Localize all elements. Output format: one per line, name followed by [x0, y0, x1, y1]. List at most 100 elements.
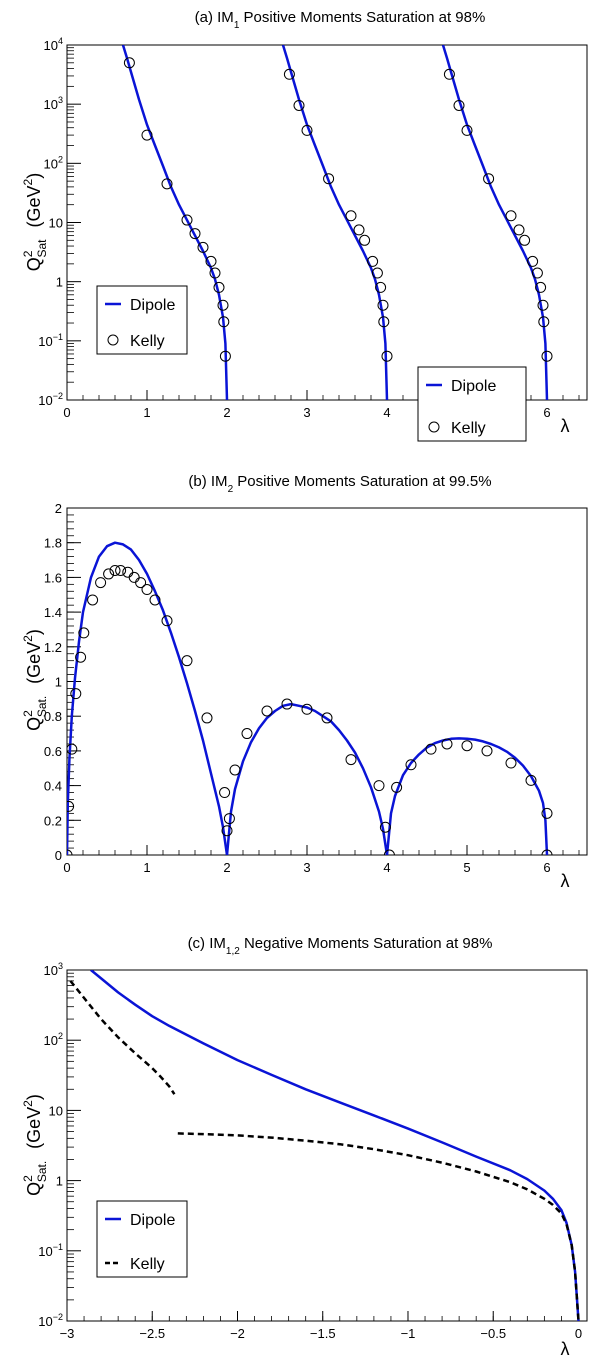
series-dipole-line	[281, 45, 389, 400]
series-kelly-point	[141, 129, 153, 141]
x-tick-label: −0.5	[480, 1326, 506, 1341]
series-kelly-point	[103, 568, 115, 580]
x-tick-label: −2.5	[139, 1326, 165, 1341]
series-kelly-point	[527, 255, 539, 267]
series-kelly-point	[241, 728, 253, 740]
legend-box	[96, 1200, 188, 1278]
panel-a: (a) IM1 Positive Moments Saturation at 9…	[21, 9, 588, 436]
series-kelly-point	[221, 825, 233, 837]
x-tick-label: 6	[543, 405, 550, 420]
chart-title: (c) IM1,2 Negative Moments Saturation at…	[188, 935, 493, 957]
panel-c: (c) IM1,2 Negative Moments Saturation at…	[21, 935, 588, 1359]
series-kelly-point	[377, 299, 389, 311]
series-kelly-point	[95, 577, 107, 589]
series-kelly-point	[425, 743, 437, 755]
series-kelly-point	[461, 740, 473, 752]
series-kelly-point	[301, 124, 313, 136]
legend-label: Dipole	[130, 1212, 175, 1229]
plot-area	[67, 541, 553, 855]
series-kelly-point	[78, 627, 90, 639]
series-dipole-line	[90, 970, 580, 1321]
legend-label: Kelly	[451, 420, 486, 437]
series-kelly-point	[181, 655, 193, 667]
series-kelly-point	[481, 745, 493, 757]
series-kelly-point	[541, 350, 553, 362]
series-kelly-point	[122, 566, 134, 578]
series-kelly-point	[219, 787, 231, 799]
panel-b: (b) IM2 Positive Moments Saturation at 9…	[21, 366, 588, 891]
x-tick-label: 3	[303, 860, 310, 875]
y-tick-label: 0.8	[44, 709, 62, 724]
y-axis-label: Q2Sat.(GeV2)	[21, 629, 49, 731]
series-kelly-point	[359, 234, 371, 246]
x-tick-label: 0	[575, 1326, 582, 1341]
series-kelly-point	[213, 281, 225, 293]
x-axis-label: λ	[561, 871, 570, 891]
y-tick-label: 2	[55, 501, 62, 516]
series-kelly-point	[541, 807, 553, 819]
series-kelly-point	[505, 210, 517, 222]
x-tick-label: −3	[60, 1326, 75, 1341]
x-tick-label: 4	[383, 860, 390, 875]
y-tick-label: 1	[56, 1174, 63, 1189]
legend: Dipole Kelly	[96, 1200, 188, 1278]
series-kelly-point	[293, 99, 305, 111]
y-tick-label: 1.4	[44, 605, 62, 620]
series-kelly-point	[367, 255, 379, 267]
y-tick-label: 102	[44, 154, 63, 171]
series-dipole-line	[121, 45, 229, 400]
series-kelly-point	[67, 800, 75, 812]
series-kelly-point	[218, 316, 230, 328]
series-kelly-point	[70, 688, 82, 700]
series-kelly-point	[141, 584, 153, 596]
series-dipole-line	[385, 737, 549, 855]
series-kelly-point	[383, 849, 395, 855]
series-kelly-point	[378, 316, 390, 328]
y-tick-label: 10−1	[38, 332, 63, 349]
series-kelly-point	[128, 571, 140, 583]
series-kelly-point	[161, 615, 173, 627]
series-dipole-line	[441, 45, 549, 400]
series-kelly-point	[219, 350, 231, 362]
y-tick-label: 10	[49, 216, 63, 231]
series-kelly-point	[537, 299, 549, 311]
x-tick-label: 6	[543, 860, 550, 875]
series-kelly-point	[453, 99, 465, 111]
series-kelly-point	[405, 759, 417, 771]
series-kelly-point	[75, 651, 87, 663]
series-kelly-point	[261, 705, 273, 717]
x-tick-label: −2	[230, 1326, 245, 1341]
series-kelly-point	[461, 124, 473, 136]
series-kelly-point	[67, 743, 78, 755]
series-kelly-point	[531, 267, 543, 279]
series-kelly-point	[87, 594, 99, 606]
x-tick-label: 0	[63, 405, 70, 420]
series-kelly-point	[375, 281, 387, 293]
legend-label: Kelly	[130, 1256, 165, 1273]
y-axis-label: Q2Sat(GeV2)	[21, 173, 49, 271]
y-tick-label: 10−2	[38, 1312, 63, 1329]
y-tick-label: 103	[44, 961, 63, 978]
y-tick-label: 1	[56, 275, 63, 290]
y-tick-label: 1.2	[44, 640, 62, 655]
series-kelly-point	[535, 281, 547, 293]
chart-title: (a) IM1 Positive Moments Saturation at 9…	[195, 9, 486, 31]
series-kelly-point	[443, 68, 455, 80]
legend-box	[417, 366, 527, 442]
series-kelly-point	[229, 764, 241, 776]
y-tick-label: 1	[55, 675, 62, 690]
series-kelly-point	[283, 68, 295, 80]
series-kelly-point	[123, 57, 135, 69]
series-kelly-point	[201, 712, 213, 724]
y-tick-label: 10−2	[38, 391, 63, 408]
legend-marker	[428, 421, 440, 433]
series-kelly-point	[519, 234, 531, 246]
series-kelly-point	[538, 316, 550, 328]
y-tick-label: 1.6	[44, 570, 62, 585]
y-tick-label: 1.8	[44, 536, 62, 551]
series-kelly-point	[525, 774, 537, 786]
series-kelly-point	[109, 564, 121, 576]
series-kelly-point	[513, 224, 525, 236]
y-tick-label: 10	[49, 1103, 63, 1118]
